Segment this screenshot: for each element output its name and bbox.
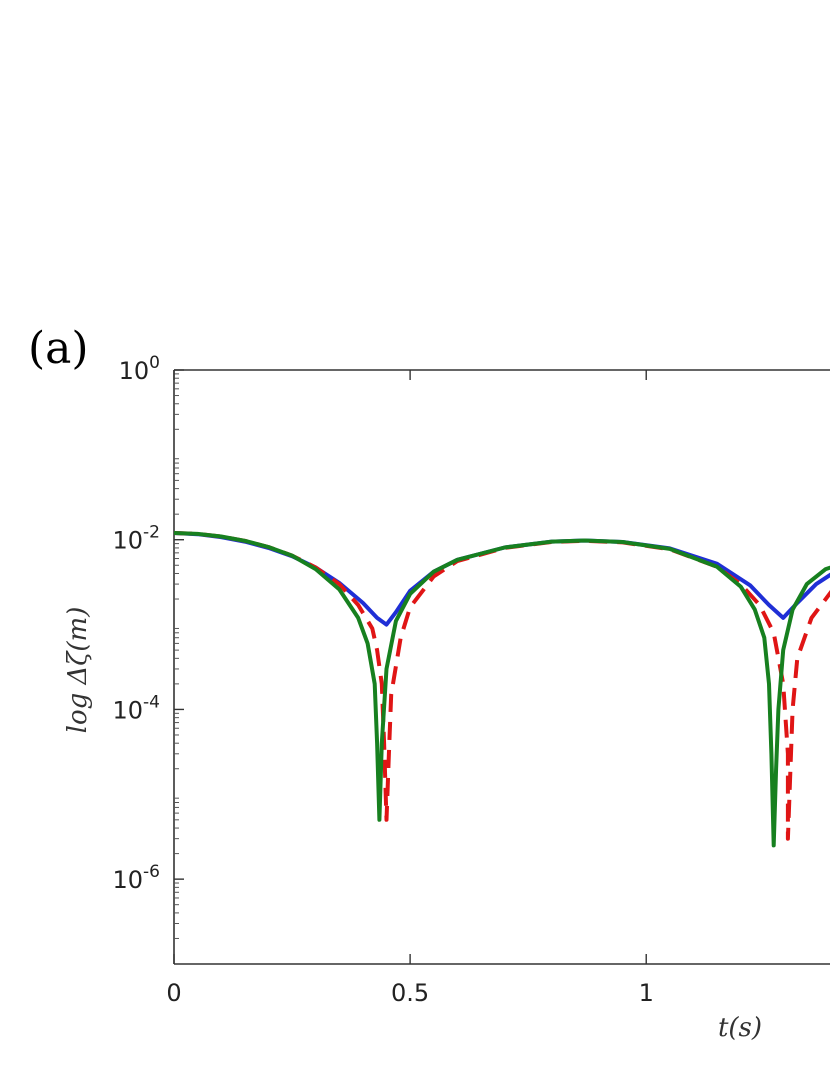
x-tick-label: 1 <box>639 979 654 1007</box>
series-line-3 <box>174 531 830 848</box>
tick-labels: 100 10-2 10-4 10-6 0 0.5 1 <box>113 353 654 1007</box>
y-tick-label: 100 <box>119 353 160 385</box>
y-tick-label: 10-2 <box>113 523 161 555</box>
plot-axes <box>173 369 830 965</box>
axis-ticks <box>173 369 647 964</box>
x-tick-label: 0.5 <box>391 979 429 1007</box>
y-axis-title: log Δζ(m) <box>63 607 93 734</box>
panel-label: (a) <box>28 323 89 374</box>
x-tick-label: 0 <box>166 979 181 1007</box>
y-tick-label: 10-4 <box>113 692 161 724</box>
y-tick-label: 10-6 <box>113 862 161 894</box>
series-layer <box>174 531 830 848</box>
x-axis-title: t(s) <box>718 1013 762 1043</box>
